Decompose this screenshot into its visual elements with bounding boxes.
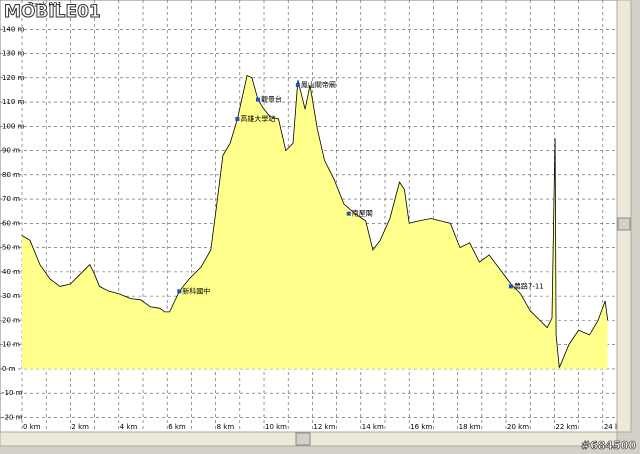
waypoint-marker bbox=[295, 83, 300, 88]
y-tick-label: 10 m bbox=[2, 341, 20, 349]
plot: -20 m -10 m 0 m 10 m 20 m 30 m 40 m 50 m 60 m 70 … bbox=[0, 0, 626, 432]
waypoint-marker bbox=[255, 97, 260, 102]
x-tick-label: 18 km bbox=[459, 423, 481, 431]
vertical-scroll-thumb[interactable] bbox=[617, 217, 631, 231]
y-tick-label: 110 m bbox=[2, 98, 25, 106]
y-tick-label: 130 m bbox=[2, 50, 25, 58]
x-tick-label: 2 km bbox=[71, 423, 89, 431]
x-tick-label: 0 km bbox=[23, 423, 41, 431]
waypoint-label: 南屋閣 bbox=[352, 209, 373, 218]
vertical-scrollbar[interactable] bbox=[616, 0, 632, 433]
waypoint-marker bbox=[177, 289, 182, 294]
x-tick-label: 4 km bbox=[120, 423, 138, 431]
waypoint-label: 新科國中 bbox=[182, 286, 210, 295]
y-tick-label: 30 m bbox=[2, 292, 20, 300]
x-tick-label: 10 km bbox=[265, 423, 287, 431]
x-tick-label: 12 km bbox=[313, 423, 335, 431]
waypoint-marker bbox=[508, 284, 513, 289]
elevation-area bbox=[22, 75, 608, 369]
waypoint-label: 農路7-11 bbox=[514, 281, 544, 290]
y-tick-label: 50 m bbox=[2, 244, 20, 252]
waypoint-label: 高雄大學站 bbox=[240, 114, 275, 123]
y-tick-label: 60 m bbox=[2, 219, 20, 227]
y-tick-label: 80 m bbox=[2, 171, 20, 179]
waypoint-marker bbox=[346, 211, 351, 216]
x-tick-label: 14 km bbox=[362, 423, 384, 431]
y-tick-label: 70 m bbox=[2, 195, 20, 203]
y-tick-label: -10 m bbox=[2, 389, 23, 397]
x-tick-label: 24 km bbox=[604, 423, 626, 431]
waypoint-marker bbox=[235, 117, 240, 122]
horizontal-scroll-thumb[interactable] bbox=[295, 432, 311, 446]
y-tick-label: -20 m bbox=[2, 413, 23, 421]
y-tick-label: 90 m bbox=[2, 147, 20, 155]
waypoint-label: 鳳山關帝廟 bbox=[301, 80, 336, 89]
elevation-line bbox=[21, 74, 609, 368]
x-tick-label: 8 km bbox=[217, 423, 235, 431]
x-tick-label: 6 km bbox=[168, 423, 186, 431]
waypoint-label: 觀景台 bbox=[261, 95, 282, 104]
x-tick-label: 22 km bbox=[555, 423, 577, 431]
watermark: MOBILE01 bbox=[4, 2, 101, 22]
y-tick-label: 20 m bbox=[2, 316, 20, 324]
image-id: #684500 bbox=[581, 439, 636, 452]
window-title: Track 001 bbox=[27, 1, 62, 9]
y-tick-label: 100 m bbox=[2, 122, 25, 130]
y-tick-label: 40 m bbox=[2, 268, 20, 276]
y-tick-label: 0 m bbox=[2, 365, 16, 373]
y-tick-label: 140 m bbox=[2, 25, 25, 33]
y-tick-label: 120 m bbox=[2, 74, 25, 82]
x-tick-label: 16 km bbox=[410, 423, 432, 431]
x-tick-label: 20 km bbox=[507, 423, 529, 431]
